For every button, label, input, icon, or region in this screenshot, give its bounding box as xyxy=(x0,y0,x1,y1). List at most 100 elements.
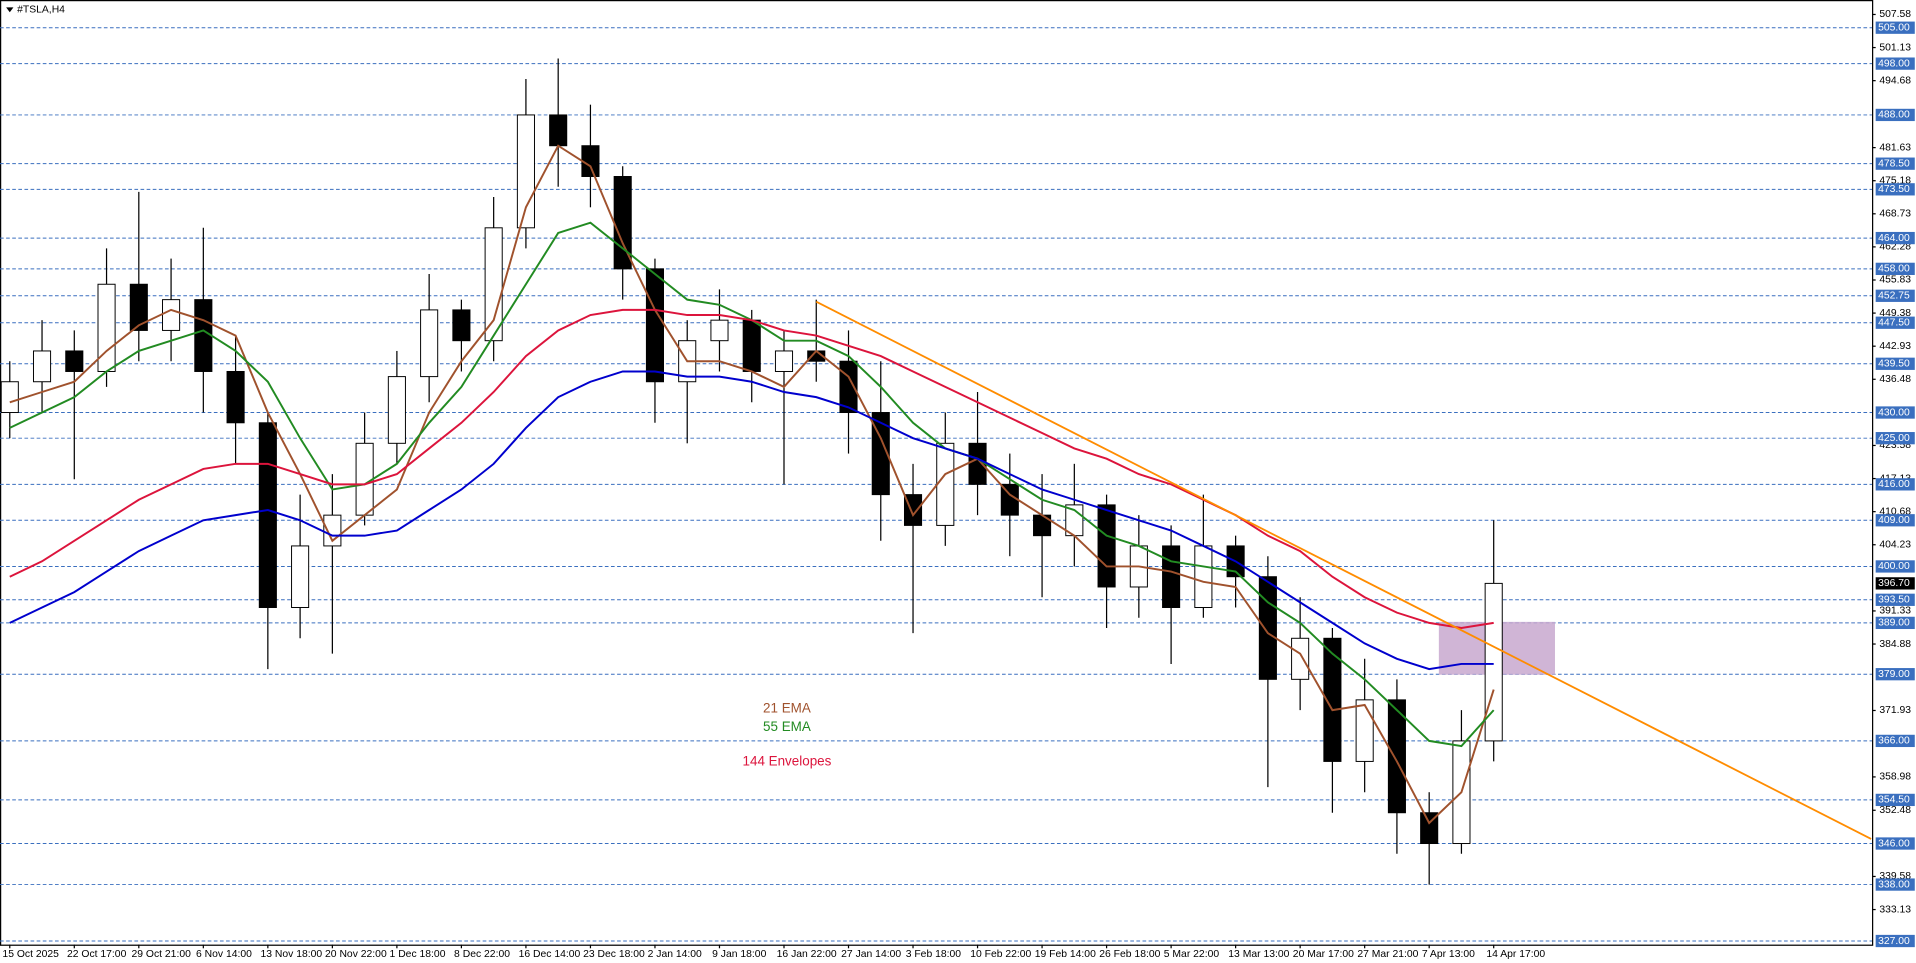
level-label: 505.00 xyxy=(1878,22,1910,33)
x-tick-label: 3 Feb 18:00 xyxy=(906,949,962,960)
candle-body xyxy=(1323,637,1342,762)
y-tick-label: 481.63 xyxy=(1879,142,1911,153)
y-tick-label: 404.23 xyxy=(1879,539,1911,550)
candle-body xyxy=(1387,699,1406,814)
y-tick-label: 455.83 xyxy=(1879,275,1911,286)
candle-body xyxy=(226,370,245,424)
level-label-bg xyxy=(1875,157,1915,170)
legend-label: 144 Envelopes xyxy=(743,753,832,768)
last-price-bg xyxy=(1875,577,1915,590)
x-tick-label: 10 Feb 22:00 xyxy=(970,949,1031,960)
x-tick-label: 20 Nov 22:00 xyxy=(325,949,387,960)
level-label-bg xyxy=(1875,934,1915,948)
y-tick-label: 468.73 xyxy=(1879,209,1911,220)
level-label-bg xyxy=(1875,560,1915,573)
level-label-bg xyxy=(1875,734,1915,748)
y-tick-label: 333.13 xyxy=(1879,904,1911,915)
candle-body xyxy=(129,283,148,331)
candle-body xyxy=(581,145,600,177)
level-label: 464.00 xyxy=(1878,233,1910,244)
last-price-label: 396.70 xyxy=(1878,578,1910,589)
y-tick-label: 352.48 xyxy=(1879,805,1911,816)
level-label: 346.00 xyxy=(1878,838,1910,849)
x-tick-label: 1 Dec 18:00 xyxy=(390,949,446,960)
y-tick-label: 358.98 xyxy=(1879,772,1911,783)
candle-body xyxy=(162,299,181,331)
level-label-bg xyxy=(1875,478,1915,491)
candle-body xyxy=(1420,812,1439,845)
x-tick-label: 22 Oct 17:00 xyxy=(67,949,127,960)
candle-body xyxy=(710,319,729,342)
level-label: 488.00 xyxy=(1878,110,1910,121)
x-tick-label: 9 Jan 18:00 xyxy=(712,949,766,960)
level-label-bg xyxy=(1875,316,1915,329)
level-label-bg xyxy=(1875,183,1915,196)
level-label-bg xyxy=(1875,878,1915,891)
x-tick-label: 23 Dec 18:00 xyxy=(583,949,645,960)
candle-body xyxy=(549,114,568,147)
candle-body xyxy=(871,412,890,496)
x-tick-label: 27 Jan 14:00 xyxy=(841,949,901,960)
indicator-line xyxy=(9,144,1495,825)
level-label: 379.00 xyxy=(1878,669,1910,680)
x-tick-label: 2 Jan 14:00 xyxy=(648,949,702,960)
level-label-bg xyxy=(1875,593,1915,606)
candle-body xyxy=(903,494,923,526)
x-tick-label: 16 Dec 14:00 xyxy=(519,949,581,960)
candle-body xyxy=(65,350,84,372)
y-tick-label: 391.33 xyxy=(1879,606,1911,617)
level-label-bg xyxy=(1875,837,1915,850)
candle-body xyxy=(936,442,955,526)
legend-label: 21 EMA xyxy=(763,701,811,716)
level-label-bg xyxy=(1875,793,1915,807)
level-label: 447.50 xyxy=(1878,317,1910,328)
x-tick-label: 29 Oct 21:00 xyxy=(131,949,191,960)
level-label-bg xyxy=(1875,668,1915,681)
level-label-bg xyxy=(1875,57,1915,70)
y-tick-label: 462.28 xyxy=(1879,242,1911,253)
x-tick-label: 15 Oct 2025 xyxy=(2,949,59,960)
y-tick-label: 423.58 xyxy=(1879,440,1911,451)
candle-body xyxy=(1291,637,1310,680)
level-label: 473.50 xyxy=(1878,184,1910,195)
chart-title: #TSLA,H4 xyxy=(17,5,65,16)
candle-body xyxy=(387,376,406,444)
level-label: 452.75 xyxy=(1878,291,1910,302)
candle-body xyxy=(291,545,310,608)
level-label-bg xyxy=(1875,432,1915,445)
y-tick-label: 384.88 xyxy=(1879,639,1911,650)
x-tick-label: 19 Feb 14:00 xyxy=(1035,949,1096,960)
candle-body xyxy=(452,309,471,342)
level-label: 389.00 xyxy=(1878,618,1910,629)
candle-body xyxy=(258,422,277,608)
y-tick-label: 507.58 xyxy=(1879,9,1911,20)
candle-body xyxy=(194,299,213,372)
x-tick-label: 27 Mar 21:00 xyxy=(1357,949,1418,960)
level-label: 354.50 xyxy=(1878,795,1910,806)
x-tick-label: 13 Nov 18:00 xyxy=(261,949,323,960)
candle-body xyxy=(1194,545,1213,608)
menu-triangle[interactable] xyxy=(6,7,14,13)
candle-body xyxy=(355,442,374,516)
indicator-line xyxy=(9,370,1494,671)
candle-body xyxy=(1162,545,1181,608)
level-label: 498.00 xyxy=(1878,58,1910,69)
y-tick-label: 442.93 xyxy=(1879,341,1911,352)
y-tick-label: 494.68 xyxy=(1879,75,1911,86)
y-tick-label: 371.93 xyxy=(1879,705,1911,716)
level-label: 409.00 xyxy=(1878,515,1910,526)
level-label: 400.00 xyxy=(1878,561,1910,572)
x-tick-label: 5 Mar 22:00 xyxy=(1164,949,1220,960)
y-tick-label: 501.13 xyxy=(1879,42,1911,53)
y-tick-label: 410.68 xyxy=(1879,506,1911,517)
level-label-bg xyxy=(1875,514,1915,527)
candle-body xyxy=(1258,576,1277,680)
level-label-bg xyxy=(1875,231,1915,245)
candle-body xyxy=(420,309,439,378)
level-label: 393.50 xyxy=(1878,595,1910,606)
level-label-bg xyxy=(1875,21,1915,34)
level-label: 439.50 xyxy=(1878,359,1910,370)
indicator-line xyxy=(9,308,1494,630)
candle-body xyxy=(1355,699,1374,762)
y-tick-label: 339.58 xyxy=(1879,871,1911,882)
